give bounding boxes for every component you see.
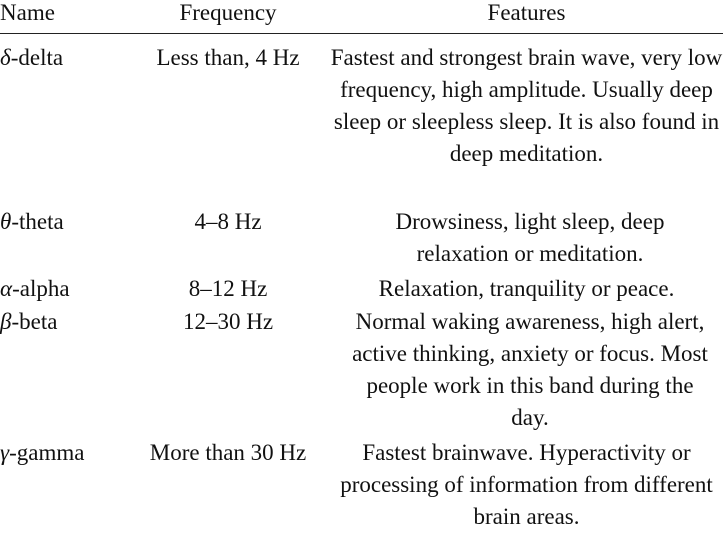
wave-symbol: γ <box>0 440 10 465</box>
wave-symbol: θ <box>0 209 12 234</box>
wave-label: -gamma <box>9 440 85 465</box>
wave-frequency: 12–30 Hz <box>182 309 274 334</box>
header-features: Features <box>487 0 566 25</box>
wave-features: Drowsiness, light sleep, deep relaxation… <box>395 209 665 266</box>
wave-symbol: α <box>0 276 13 301</box>
wave-symbol: δ <box>0 45 11 70</box>
wave-name: δ-delta <box>0 42 140 74</box>
wave-features: Relaxation, tranquility or peace. <box>378 276 675 301</box>
wave-label: -delta <box>10 45 64 70</box>
table-header: Name Frequency Features <box>0 0 723 34</box>
wave-label: -alpha <box>12 276 70 301</box>
wave-features: Normal waking awareness, high alert, act… <box>352 309 708 430</box>
header-rule <box>0 33 723 34</box>
wave-name: θ-theta <box>0 206 140 238</box>
wave-symbol: β <box>0 309 12 334</box>
wave-name: α-alpha <box>0 273 140 305</box>
wave-frequency: 8–12 Hz <box>188 276 268 301</box>
wave-frequency: Less than, 4 Hz <box>156 45 300 70</box>
wave-label: -theta <box>11 209 64 234</box>
wave-features: Fastest and strongest brain wave, very l… <box>330 45 723 166</box>
wave-name: β-beta <box>0 306 140 338</box>
wave-frequency: More than 30 Hz <box>149 440 307 465</box>
wave-frequency: 4–8 Hz <box>194 209 262 234</box>
wave-name: γ-gamma <box>0 437 140 469</box>
wave-label: -beta <box>11 309 58 334</box>
header-name: Name <box>0 0 55 25</box>
wave-features: Fastest brainwave. Hyperactivity or proc… <box>340 440 713 529</box>
header-frequency: Frequency <box>179 0 277 25</box>
